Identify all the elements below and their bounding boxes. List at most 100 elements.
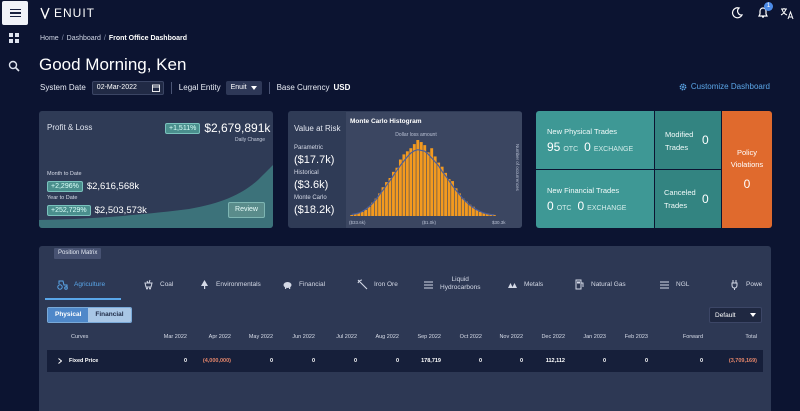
- new-financial-trades-tile[interactable]: New Financial Trades 0 OTC 0 EXCHANGE: [536, 170, 654, 228]
- var-title: Value at Risk: [294, 124, 341, 133]
- col-curves: Curves: [71, 334, 89, 340]
- ingots-icon: [508, 282, 517, 288]
- view-select[interactable]: Default: [709, 307, 762, 323]
- tab-agriculture[interactable]: Agriculture: [57, 268, 105, 300]
- chevron-right-icon[interactable]: [58, 358, 62, 364]
- translate-icon[interactable]: [780, 6, 794, 20]
- table-cell: 0: [311, 358, 315, 364]
- policy-violations-tile[interactable]: Policy Violations 0: [722, 111, 772, 228]
- physical-exchange: 0: [584, 140, 591, 154]
- dashboard-icon[interactable]: [8, 32, 20, 44]
- chevron-down-icon: [750, 313, 756, 317]
- pipes-icon: [660, 281, 669, 288]
- histogram-bar: [440, 166, 444, 216]
- base-currency-value: USD: [333, 83, 351, 92]
- modified-label: Modified Trades: [665, 130, 694, 152]
- toggle-financial[interactable]: Financial: [88, 308, 131, 322]
- exchange-label: EXCHANGE: [593, 146, 634, 153]
- financial-counts: 0 OTC 0 EXCHANGE: [547, 199, 632, 213]
- menu-button[interactable]: [2, 1, 28, 25]
- histogram-bar: [381, 187, 385, 216]
- tab-power[interactable]: Powe: [729, 268, 762, 300]
- histogram-bar: [402, 154, 406, 216]
- pl-ytd-pct: +252,729%: [47, 205, 91, 216]
- histogram-bar: [458, 193, 461, 216]
- moon-icon[interactable]: [730, 6, 744, 20]
- var-parametric-label: Parametric: [294, 145, 324, 151]
- otc-label: OTC: [563, 146, 579, 153]
- piggy-bank-icon: [283, 281, 292, 289]
- system-date-input[interactable]: 02-Mar-2022: [91, 80, 164, 95]
- breadcrumb-dashboard[interactable]: Dashboard: [66, 35, 101, 42]
- policy-label: Policy Violations: [730, 148, 764, 169]
- tractor-icon: [57, 280, 68, 290]
- col-header: Jan 2023: [583, 334, 606, 340]
- col-header: Nov 2022: [499, 334, 523, 340]
- tab-ngl[interactable]: NGL: [659, 268, 689, 300]
- histogram-bar: [364, 209, 368, 216]
- page-title: Good Morning, Ken: [39, 55, 187, 74]
- histogram-bar: [426, 152, 430, 216]
- financial-otc: 0: [547, 199, 554, 213]
- pl-trend-area: [39, 165, 273, 228]
- canceled-trades-tile[interactable]: Canceled Trades 0: [655, 170, 721, 228]
- table-cell: 0: [519, 358, 523, 364]
- commodity-tabs: Agriculture Coal Environmentals Financia…: [39, 268, 771, 300]
- bell-icon: [758, 7, 768, 18]
- plug-icon: [731, 279, 738, 290]
- system-date-value: 02-Mar-2022: [96, 84, 137, 91]
- financial-title: New Financial Trades: [547, 186, 620, 195]
- tab-metals[interactable]: Metals: [507, 268, 543, 300]
- histogram-bar: [492, 214, 496, 216]
- profit-loss-card: Profit & Loss +1,511% $2,679,891k Daily …: [39, 111, 273, 228]
- histogram-fit-curve: [351, 149, 495, 216]
- pl-mtd-value: $2,616,568k: [86, 181, 140, 192]
- tab-iron-ore[interactable]: Iron Ore: [357, 268, 398, 300]
- breadcrumb-home[interactable]: Home: [40, 35, 59, 42]
- histogram-bar: [412, 144, 416, 216]
- col-header: Jun 2022: [292, 334, 315, 340]
- histogram-bar: [468, 204, 472, 216]
- tab-label: Environmentals: [216, 280, 261, 288]
- histogram-bar: [367, 206, 371, 216]
- pl-mtd-pct: +2,296%: [47, 181, 83, 192]
- histogram-bar: [478, 211, 482, 216]
- table-cell: (4,000,000): [202, 358, 231, 364]
- tab-natural-gas[interactable]: Natural Gas: [574, 268, 626, 300]
- calendar-icon[interactable]: [151, 84, 160, 92]
- customize-dashboard-link[interactable]: Customize Dashboard: [679, 82, 770, 91]
- divider: [170, 81, 172, 94]
- histogram-bar: [392, 171, 395, 216]
- row-label: Fixed Price: [69, 358, 99, 364]
- otc-label: OTC: [556, 205, 572, 212]
- chart-xtick: $30.3k: [492, 220, 506, 225]
- toggle-physical[interactable]: Physical: [48, 308, 89, 322]
- search-icon[interactable]: [8, 60, 20, 72]
- legal-entity-select[interactable]: Enuit: [225, 80, 262, 95]
- tab-environmentals[interactable]: Environmentals: [199, 268, 261, 300]
- histogram-bar: [409, 148, 413, 216]
- tab-label: Agriculture: [74, 280, 106, 288]
- tab-label: Powe: [746, 280, 763, 288]
- new-physical-trades-tile[interactable]: New Physical Trades 95 OTC 0 EXCHANGE: [536, 111, 654, 169]
- histogram-bar: [374, 198, 378, 216]
- table-row[interactable]: Fixed Price 0 (4,000,000) 0 0 0 0 178,71…: [47, 350, 763, 372]
- financial-exchange: 0: [577, 199, 585, 213]
- chart-xtick: ($1.0k): [422, 220, 437, 225]
- tab-coal[interactable]: Coal: [143, 268, 173, 300]
- tab-financial[interactable]: Financial: [282, 268, 325, 300]
- chart-title: Monte Carlo Histogram: [350, 118, 422, 125]
- table-cell: 0: [699, 358, 703, 364]
- review-button[interactable]: Review: [228, 202, 265, 218]
- gear-icon: [679, 83, 687, 90]
- var-parametric-value: ($17.7k): [294, 154, 335, 166]
- notifications-button[interactable]: 1: [756, 2, 773, 20]
- tab-liquid-hydrocarbons[interactable]: Liquid Hydrocarbons: [423, 268, 480, 300]
- col-header: Forward: [682, 334, 703, 340]
- pl-ytd: +252,729% $2,503,573k: [47, 205, 147, 216]
- table-cell: 0: [269, 358, 273, 364]
- histogram-bar: [405, 151, 409, 216]
- histogram-bar: [465, 201, 468, 216]
- modified-trades-tile[interactable]: Modified Trades 0: [655, 111, 721, 169]
- active-tab-underline: [45, 298, 121, 300]
